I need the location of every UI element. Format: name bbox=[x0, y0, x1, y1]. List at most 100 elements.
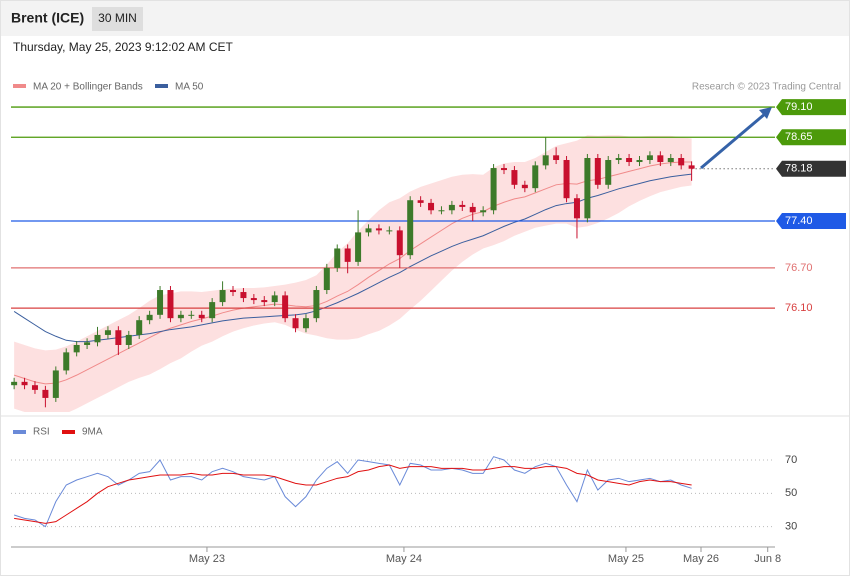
candle-body bbox=[542, 155, 549, 166]
timestamp: Thursday, May 25, 2023 9:12:02 AM CET bbox=[13, 40, 234, 54]
candle-body bbox=[219, 290, 226, 303]
candle-body bbox=[521, 184, 528, 189]
x-tick-label: Jun 8 bbox=[754, 553, 781, 565]
candle-body bbox=[407, 200, 414, 256]
candle-body bbox=[230, 290, 237, 293]
candle-body bbox=[52, 370, 59, 398]
candle-body bbox=[553, 155, 560, 161]
legend-swatch bbox=[62, 430, 75, 434]
candle-body bbox=[667, 157, 674, 163]
candle-body bbox=[271, 295, 278, 303]
price-tag bbox=[776, 160, 846, 177]
price-tag bbox=[776, 212, 846, 229]
candle-body bbox=[198, 314, 205, 319]
candle-body bbox=[42, 389, 49, 398]
candle-body bbox=[417, 200, 424, 203]
candle-body bbox=[73, 344, 80, 353]
candle-body bbox=[626, 157, 633, 163]
target-arrowhead bbox=[759, 107, 772, 119]
price-label: 76.70 bbox=[785, 262, 813, 274]
bollinger-band bbox=[14, 135, 692, 412]
candle-body bbox=[177, 314, 184, 319]
price-tag-label: 79.10 bbox=[785, 101, 813, 113]
candle-body bbox=[396, 230, 403, 256]
indicator-line bbox=[14, 464, 692, 524]
moving-average bbox=[13, 161, 692, 385]
candle-body bbox=[469, 206, 476, 213]
timeframe-badge[interactable] bbox=[92, 7, 143, 31]
candle-body bbox=[240, 292, 247, 299]
candle-body bbox=[21, 381, 28, 386]
candle-body bbox=[104, 330, 111, 335]
candle-body bbox=[125, 334, 132, 345]
candle-body bbox=[63, 352, 70, 371]
candle-body bbox=[490, 168, 497, 211]
candle-body bbox=[646, 155, 653, 161]
target-arrow bbox=[700, 111, 767, 170]
candle-body bbox=[448, 204, 455, 211]
candle-body bbox=[167, 290, 174, 319]
price-label: 76.10 bbox=[785, 302, 813, 314]
candle-body bbox=[115, 330, 122, 345]
candle-body bbox=[688, 165, 695, 169]
x-tick-label: May 23 bbox=[189, 553, 225, 565]
candle-body bbox=[605, 160, 612, 185]
x-tick-label: May 24 bbox=[386, 553, 422, 565]
legend-label: MA 50 bbox=[175, 82, 204, 93]
x-tick-label: May 25 bbox=[608, 553, 644, 565]
candle-body bbox=[344, 248, 351, 262]
candle-body bbox=[375, 228, 382, 231]
candle-body bbox=[459, 204, 466, 207]
candle-body bbox=[563, 160, 570, 199]
candle-body bbox=[573, 198, 580, 219]
legend-label: MA 20 + Bollinger Bands bbox=[33, 82, 143, 93]
candle-body bbox=[365, 228, 372, 233]
candle-body bbox=[250, 298, 257, 301]
candle-body bbox=[636, 160, 643, 163]
candle-body bbox=[323, 267, 330, 291]
candle-body bbox=[532, 165, 539, 189]
legend-label: 9MA bbox=[82, 427, 103, 438]
candle-body bbox=[94, 334, 101, 343]
timeframe[interactable]: 30 MIN bbox=[98, 11, 137, 25]
candle-body bbox=[292, 318, 299, 329]
y-tick-label: 70 bbox=[785, 454, 797, 466]
candle-body bbox=[146, 314, 153, 321]
instrument: Brent (ICE) bbox=[11, 10, 84, 26]
legend-label: RSI bbox=[33, 427, 50, 438]
candle-body bbox=[657, 155, 664, 163]
credit: Research © 2023 Trading Central bbox=[692, 82, 841, 93]
candle-body bbox=[31, 385, 38, 390]
price-tag bbox=[776, 99, 846, 116]
candle-body bbox=[209, 302, 216, 319]
price-tag-label: 78.65 bbox=[785, 131, 813, 143]
x-tick-label: May 26 bbox=[683, 553, 719, 565]
candle-body bbox=[84, 342, 91, 345]
candle-body bbox=[188, 314, 195, 316]
candle-body bbox=[157, 290, 164, 315]
candle-body bbox=[386, 230, 393, 232]
candle-body bbox=[282, 295, 289, 319]
y-tick-label: 50 bbox=[785, 487, 797, 499]
candle-body bbox=[615, 157, 622, 161]
candle-body bbox=[438, 210, 445, 212]
candle-body bbox=[678, 157, 685, 166]
candle-body bbox=[594, 157, 601, 185]
price-tag-label: 77.40 bbox=[785, 215, 813, 227]
candle-body bbox=[511, 170, 518, 185]
legend-swatch bbox=[13, 84, 26, 88]
candle-body bbox=[584, 157, 591, 219]
legend-swatch bbox=[13, 430, 26, 434]
candle-body bbox=[334, 248, 341, 268]
candle-body bbox=[313, 290, 320, 319]
candle-body bbox=[355, 232, 362, 262]
candle-body bbox=[11, 381, 18, 386]
legend-swatch bbox=[155, 84, 168, 88]
price-tag-label: 78.18 bbox=[785, 163, 813, 175]
price-tag bbox=[776, 129, 846, 146]
candle-body bbox=[480, 210, 487, 213]
candle-body bbox=[428, 202, 435, 211]
candle-body bbox=[261, 300, 268, 303]
candle-body bbox=[501, 168, 508, 171]
